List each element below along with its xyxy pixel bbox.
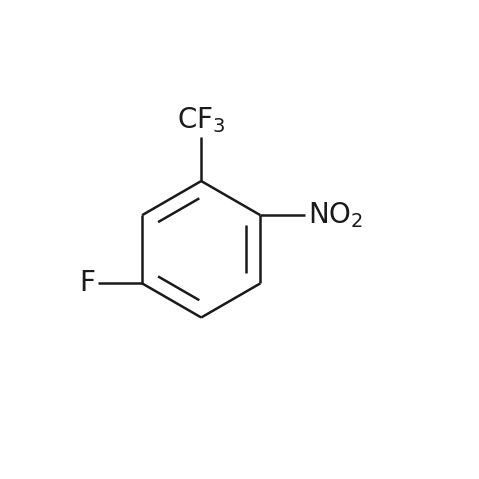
Text: F: F bbox=[79, 269, 95, 297]
Text: NO$_2$: NO$_2$ bbox=[308, 200, 363, 230]
Text: CF$_3$: CF$_3$ bbox=[177, 105, 226, 135]
